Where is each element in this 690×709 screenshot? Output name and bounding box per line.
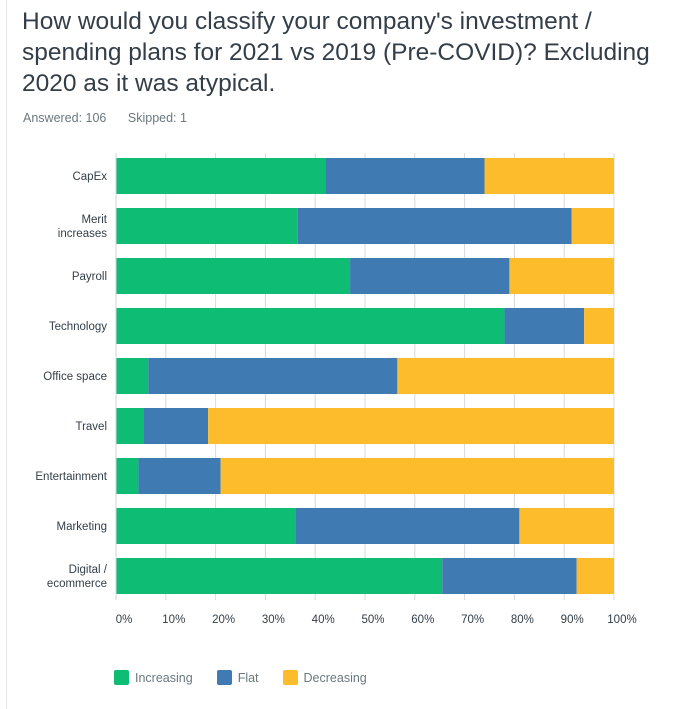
category-label: Travel [75, 421, 107, 433]
x-tick-label: 20% [212, 614, 235, 626]
x-tick-label: 0% [116, 614, 133, 626]
category-label: Entertainment [35, 471, 107, 483]
x-tick-label: 60% [411, 614, 434, 626]
bar-segment-increasing [116, 408, 144, 444]
category-label: Office space [43, 371, 107, 383]
bar-segment-flat [442, 558, 577, 594]
category-label: Payroll [72, 271, 107, 283]
bar-segment-flat [350, 258, 510, 294]
answered-count: Answered: 106 [23, 111, 107, 125]
legend-swatch-flat [216, 670, 232, 685]
bar-segment-increasing [116, 458, 139, 494]
bar-segment-flat [504, 308, 585, 344]
legend-item-increasing: Increasing [114, 670, 193, 685]
legend-label-increasing: Increasing [135, 670, 193, 685]
x-tick-label: 70% [461, 614, 484, 626]
bar-segment-increasing [116, 158, 326, 194]
x-tick-label: 90% [561, 614, 584, 626]
legend-item-decreasing: Decreasing [282, 670, 367, 685]
category-label: CapEx [72, 171, 107, 183]
bar-segment-increasing [116, 508, 296, 544]
bar-segment-flat [325, 158, 485, 194]
bar-segment-increasing [116, 208, 298, 244]
chart-legend: Increasing Flat Decreasing [114, 670, 367, 685]
bar-segment-decreasing [571, 208, 614, 244]
bar-segment-decreasing [484, 158, 614, 194]
legend-swatch-increasing [114, 670, 129, 685]
category-label: Merit increases [58, 214, 108, 240]
bar-segment-flat [148, 358, 398, 394]
bar-segment-decreasing [397, 358, 614, 394]
response-stats: Answered: 106 Skipped: 1 [23, 111, 187, 125]
bar-segment-decreasing [220, 458, 614, 494]
x-tick-label: 100% [607, 614, 636, 626]
bar-segment-increasing [116, 258, 351, 294]
bar-segment-increasing [116, 358, 149, 394]
x-tick-label: 50% [361, 614, 384, 626]
skipped-count: Skipped: 1 [127, 111, 187, 125]
category-label: Digital / ecommerce [47, 564, 108, 590]
x-tick-label: 10% [162, 614, 185, 626]
bar-segment-decreasing [519, 508, 614, 544]
bar-segment-flat [295, 508, 520, 544]
bar-segment-decreasing [509, 258, 614, 294]
legend-label-decreasing: Decreasing [303, 670, 367, 685]
category-label: Marketing [57, 521, 108, 533]
bar-segment-decreasing [208, 408, 614, 444]
bar-segment-decreasing [576, 558, 614, 594]
category-label: Technology [49, 321, 107, 333]
legend-item-flat: Flat [216, 670, 259, 685]
x-tick-label: 30% [262, 614, 285, 626]
legend-label-flat: Flat [237, 670, 259, 685]
left-divider [6, 0, 7, 709]
bar-segment-flat [138, 458, 221, 494]
x-tick-label: 80% [511, 614, 534, 626]
x-tick-label: 40% [312, 614, 335, 626]
legend-swatch-decreasing [282, 670, 298, 685]
bar-segment-flat [143, 408, 209, 444]
bar-segment-increasing [116, 308, 505, 344]
question-title: How would you classify your company's in… [22, 8, 650, 97]
bar-segment-flat [297, 208, 572, 244]
bar-segment-increasing [116, 558, 443, 594]
bar-segment-decreasing [584, 308, 614, 344]
